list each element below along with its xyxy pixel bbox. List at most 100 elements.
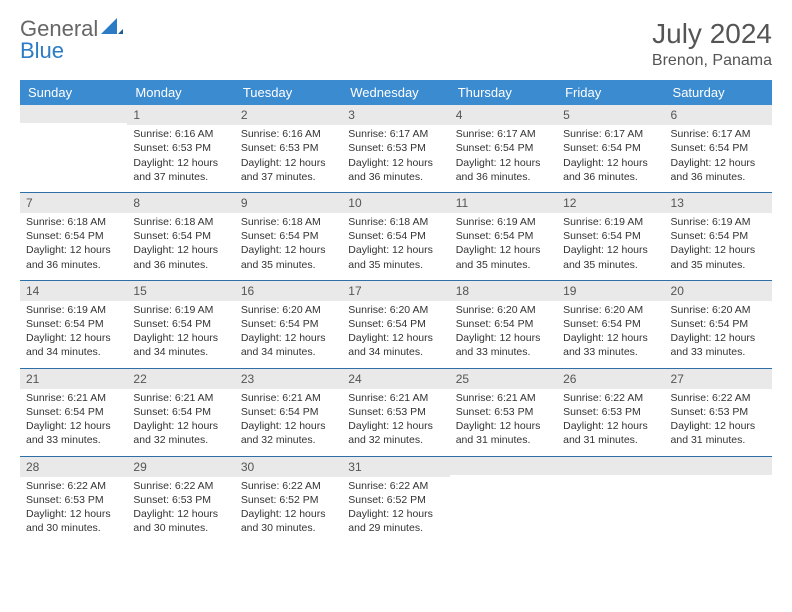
calendar-day-cell: 2Sunrise: 6:16 AMSunset: 6:53 PMDaylight… [235, 105, 342, 192]
sunset-text: Sunset: 6:54 PM [26, 229, 121, 243]
calendar-day-cell: 3Sunrise: 6:17 AMSunset: 6:53 PMDaylight… [342, 105, 449, 192]
calendar-day-cell: 25Sunrise: 6:21 AMSunset: 6:53 PMDayligh… [450, 368, 557, 456]
daylight-text: Daylight: 12 hours and 30 minutes. [26, 507, 121, 535]
day-number: 6 [665, 105, 772, 125]
daylight-text: Daylight: 12 hours and 33 minutes. [671, 331, 766, 359]
calendar-day-cell: 28Sunrise: 6:22 AMSunset: 6:53 PMDayligh… [20, 456, 127, 543]
day-number: 11 [450, 193, 557, 213]
sunrise-text: Sunrise: 6:22 AM [241, 479, 336, 493]
sunset-text: Sunset: 6:53 PM [456, 405, 551, 419]
sunset-text: Sunset: 6:54 PM [348, 229, 443, 243]
sunset-text: Sunset: 6:54 PM [26, 405, 121, 419]
calendar-day-cell: 31Sunrise: 6:22 AMSunset: 6:52 PMDayligh… [342, 456, 449, 543]
sunrise-text: Sunrise: 6:21 AM [241, 391, 336, 405]
daylight-text: Daylight: 12 hours and 33 minutes. [563, 331, 658, 359]
day-body: Sunrise: 6:18 AMSunset: 6:54 PMDaylight:… [235, 213, 342, 280]
logo: General Blue [20, 18, 123, 62]
sunrise-text: Sunrise: 6:22 AM [563, 391, 658, 405]
day-body: Sunrise: 6:18 AMSunset: 6:54 PMDaylight:… [20, 213, 127, 280]
day-number: 4 [450, 105, 557, 125]
sunrise-text: Sunrise: 6:22 AM [26, 479, 121, 493]
daylight-text: Daylight: 12 hours and 36 minutes. [563, 156, 658, 184]
day-number: 19 [557, 281, 664, 301]
sunset-text: Sunset: 6:53 PM [563, 405, 658, 419]
sunset-text: Sunset: 6:54 PM [563, 141, 658, 155]
calendar-week-row: 1Sunrise: 6:16 AMSunset: 6:53 PMDaylight… [20, 105, 772, 192]
sunset-text: Sunset: 6:52 PM [241, 493, 336, 507]
daylight-text: Daylight: 12 hours and 35 minutes. [348, 243, 443, 271]
calendar-day-cell: 27Sunrise: 6:22 AMSunset: 6:53 PMDayligh… [665, 368, 772, 456]
calendar-day-cell: 16Sunrise: 6:20 AMSunset: 6:54 PMDayligh… [235, 280, 342, 368]
sunset-text: Sunset: 6:54 PM [26, 317, 121, 331]
calendar-day-cell [557, 456, 664, 543]
header: General Blue July 2024 Brenon, Panama [20, 18, 772, 70]
weekday-header: Saturday [665, 80, 772, 105]
sunset-text: Sunset: 6:53 PM [348, 405, 443, 419]
calendar-day-cell [450, 456, 557, 543]
day-body: Sunrise: 6:22 AMSunset: 6:53 PMDaylight:… [127, 477, 234, 544]
sunrise-text: Sunrise: 6:18 AM [26, 215, 121, 229]
sunset-text: Sunset: 6:53 PM [133, 493, 228, 507]
day-body: Sunrise: 6:20 AMSunset: 6:54 PMDaylight:… [235, 301, 342, 368]
daylight-text: Daylight: 12 hours and 37 minutes. [241, 156, 336, 184]
daylight-text: Daylight: 12 hours and 32 minutes. [348, 419, 443, 447]
day-number [20, 105, 127, 123]
sunset-text: Sunset: 6:54 PM [241, 229, 336, 243]
day-number: 5 [557, 105, 664, 125]
day-body: Sunrise: 6:19 AMSunset: 6:54 PMDaylight:… [665, 213, 772, 280]
day-number: 21 [20, 369, 127, 389]
sunrise-text: Sunrise: 6:20 AM [456, 303, 551, 317]
sunrise-text: Sunrise: 6:20 AM [241, 303, 336, 317]
day-body: Sunrise: 6:21 AMSunset: 6:53 PMDaylight:… [450, 389, 557, 456]
sunrise-text: Sunrise: 6:18 AM [348, 215, 443, 229]
calendar-day-cell: 7Sunrise: 6:18 AMSunset: 6:54 PMDaylight… [20, 192, 127, 280]
title-block: July 2024 Brenon, Panama [652, 18, 772, 70]
calendar-day-cell: 21Sunrise: 6:21 AMSunset: 6:54 PMDayligh… [20, 368, 127, 456]
daylight-text: Daylight: 12 hours and 29 minutes. [348, 507, 443, 535]
sunrise-text: Sunrise: 6:20 AM [671, 303, 766, 317]
day-body: Sunrise: 6:19 AMSunset: 6:54 PMDaylight:… [20, 301, 127, 368]
daylight-text: Daylight: 12 hours and 35 minutes. [563, 243, 658, 271]
calendar-day-cell: 6Sunrise: 6:17 AMSunset: 6:54 PMDaylight… [665, 105, 772, 192]
sunset-text: Sunset: 6:53 PM [26, 493, 121, 507]
day-number: 7 [20, 193, 127, 213]
sunrise-text: Sunrise: 6:21 AM [348, 391, 443, 405]
day-body: Sunrise: 6:22 AMSunset: 6:52 PMDaylight:… [342, 477, 449, 544]
logo-sail-icon [101, 18, 123, 36]
daylight-text: Daylight: 12 hours and 31 minutes. [563, 419, 658, 447]
sunset-text: Sunset: 6:54 PM [456, 141, 551, 155]
calendar-day-cell: 29Sunrise: 6:22 AMSunset: 6:53 PMDayligh… [127, 456, 234, 543]
day-body: Sunrise: 6:22 AMSunset: 6:53 PMDaylight:… [557, 389, 664, 456]
day-body: Sunrise: 6:20 AMSunset: 6:54 PMDaylight:… [342, 301, 449, 368]
day-body: Sunrise: 6:16 AMSunset: 6:53 PMDaylight:… [235, 125, 342, 192]
daylight-text: Daylight: 12 hours and 34 minutes. [348, 331, 443, 359]
calendar-week-row: 7Sunrise: 6:18 AMSunset: 6:54 PMDaylight… [20, 192, 772, 280]
calendar-day-cell: 5Sunrise: 6:17 AMSunset: 6:54 PMDaylight… [557, 105, 664, 192]
day-number: 12 [557, 193, 664, 213]
sunset-text: Sunset: 6:54 PM [133, 405, 228, 419]
day-number: 23 [235, 369, 342, 389]
sunset-text: Sunset: 6:54 PM [241, 405, 336, 419]
sunset-text: Sunset: 6:54 PM [563, 229, 658, 243]
day-number: 25 [450, 369, 557, 389]
day-number: 16 [235, 281, 342, 301]
location: Brenon, Panama [652, 52, 772, 70]
daylight-text: Daylight: 12 hours and 31 minutes. [456, 419, 551, 447]
logo-text-blue: Blue [20, 38, 64, 63]
day-number: 13 [665, 193, 772, 213]
day-body: Sunrise: 6:17 AMSunset: 6:54 PMDaylight:… [665, 125, 772, 192]
daylight-text: Daylight: 12 hours and 33 minutes. [456, 331, 551, 359]
sunset-text: Sunset: 6:52 PM [348, 493, 443, 507]
weekday-header-row: Sunday Monday Tuesday Wednesday Thursday… [20, 80, 772, 105]
sunrise-text: Sunrise: 6:19 AM [26, 303, 121, 317]
calendar-day-cell: 14Sunrise: 6:19 AMSunset: 6:54 PMDayligh… [20, 280, 127, 368]
calendar-day-cell: 18Sunrise: 6:20 AMSunset: 6:54 PMDayligh… [450, 280, 557, 368]
sunrise-text: Sunrise: 6:17 AM [456, 127, 551, 141]
calendar-day-cell: 22Sunrise: 6:21 AMSunset: 6:54 PMDayligh… [127, 368, 234, 456]
day-number: 24 [342, 369, 449, 389]
calendar-day-cell: 11Sunrise: 6:19 AMSunset: 6:54 PMDayligh… [450, 192, 557, 280]
calendar-week-row: 21Sunrise: 6:21 AMSunset: 6:54 PMDayligh… [20, 368, 772, 456]
daylight-text: Daylight: 12 hours and 37 minutes. [133, 156, 228, 184]
day-body: Sunrise: 6:19 AMSunset: 6:54 PMDaylight:… [127, 301, 234, 368]
sunrise-text: Sunrise: 6:19 AM [671, 215, 766, 229]
